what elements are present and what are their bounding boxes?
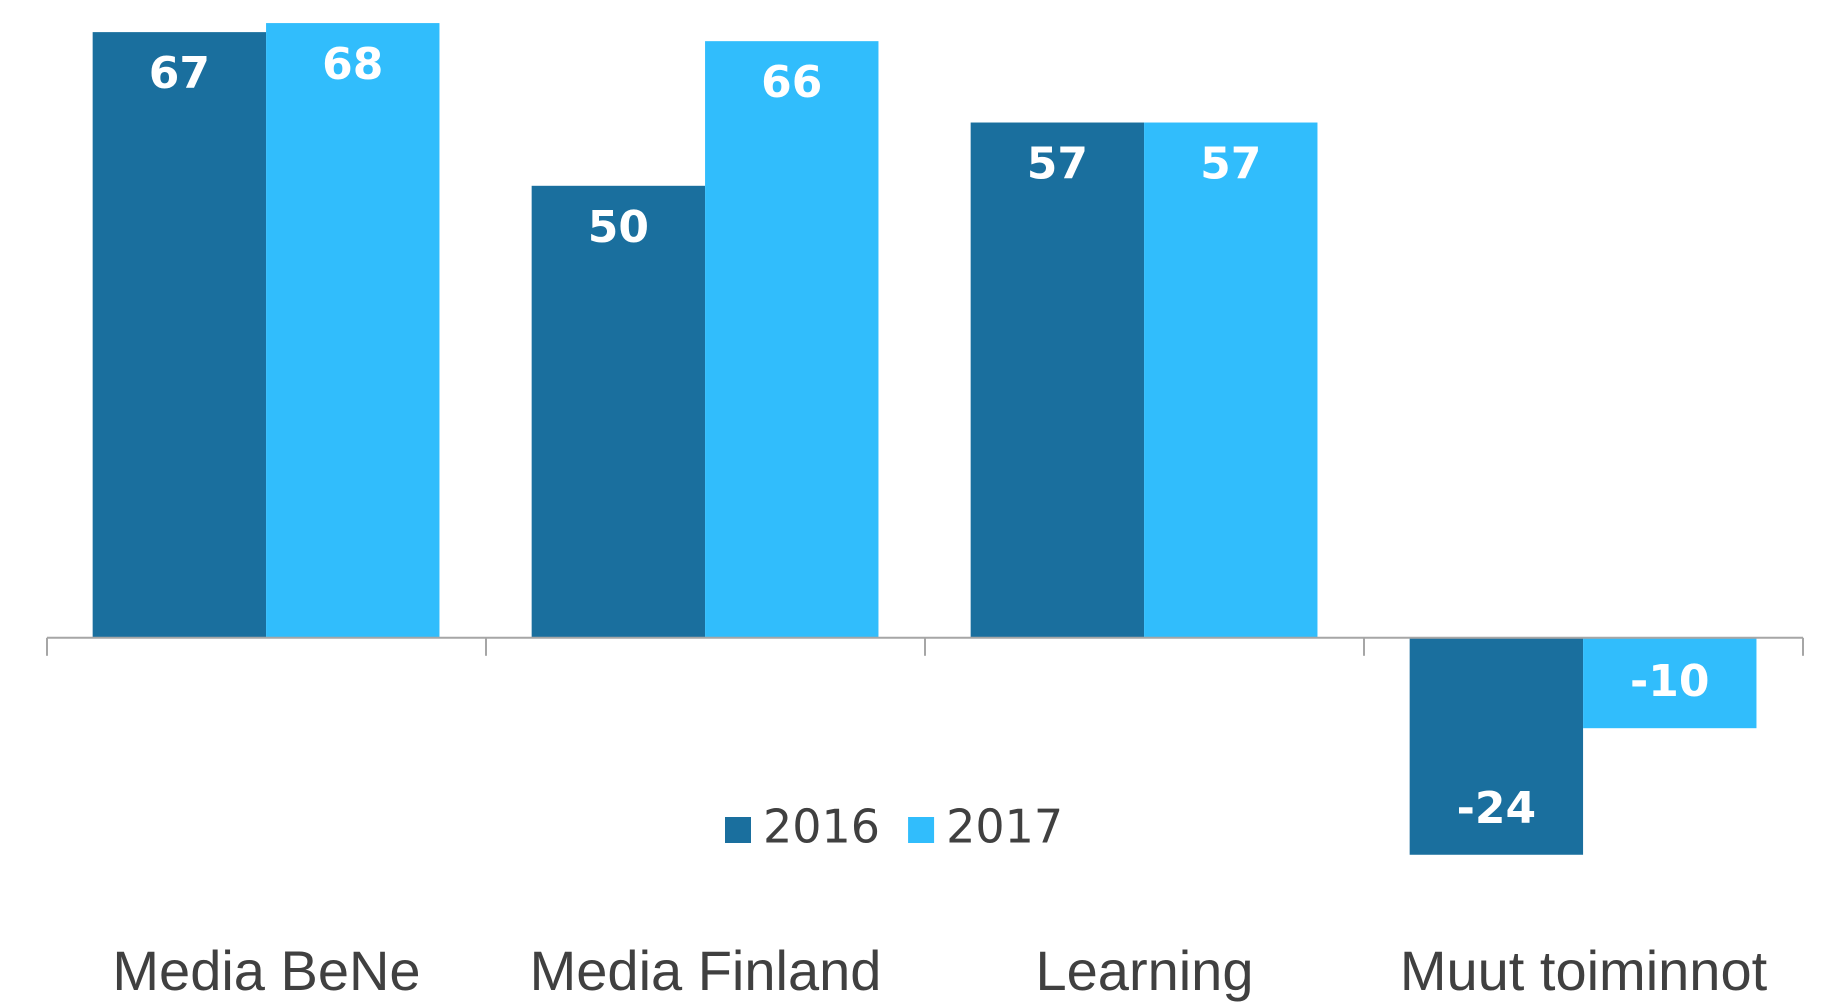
x-tick-label: Media Finland xyxy=(530,939,882,1002)
data-label: 57 xyxy=(1200,139,1261,190)
data-label: 50 xyxy=(588,202,649,253)
bar xyxy=(531,185,706,638)
data-label: -24 xyxy=(1457,783,1537,834)
legend-label: 2017 xyxy=(946,800,1063,854)
data-label: 57 xyxy=(1027,139,1088,190)
bar xyxy=(705,41,879,638)
data-label: 66 xyxy=(761,57,822,108)
bar xyxy=(266,23,440,638)
x-tick-label: Media BeNe xyxy=(112,939,420,1002)
data-label: 67 xyxy=(149,48,210,99)
bar xyxy=(92,32,267,638)
x-tick-label: Learning xyxy=(1036,939,1254,1002)
data-label: 68 xyxy=(322,39,383,90)
x-tick-label: Muut toiminnot xyxy=(1400,939,1768,1002)
data-label: -10 xyxy=(1630,656,1710,707)
bar xyxy=(1583,637,1757,729)
bar xyxy=(1144,122,1318,638)
legend-label: 2016 xyxy=(763,800,880,854)
bar xyxy=(1409,637,1584,855)
bar xyxy=(970,122,1145,638)
legend-swatch xyxy=(725,817,751,843)
legend-swatch xyxy=(908,817,935,843)
